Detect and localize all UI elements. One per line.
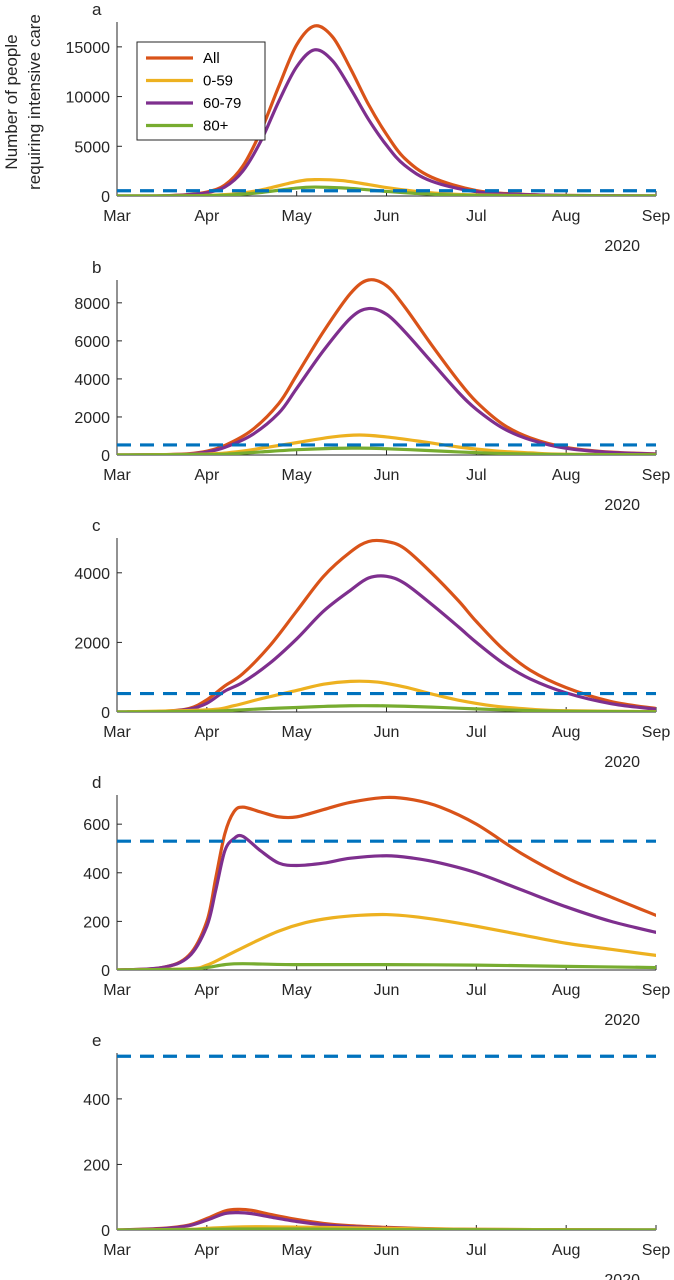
x-tick-label: Sep [642, 1242, 671, 1259]
y-tick-label: 0 [101, 448, 110, 465]
x-tick-label: Jun [374, 1242, 400, 1259]
x-tick-label: Aug [552, 467, 580, 484]
x-tick-label: Sep [642, 982, 671, 999]
x-tick-label: Apr [194, 1242, 220, 1259]
y-tick-label: 15000 [66, 40, 111, 57]
y-tick-label: 400 [83, 1092, 110, 1109]
x-tick-label: Aug [552, 208, 580, 225]
series-group [117, 278, 656, 455]
y-tick-label: 0 [101, 963, 110, 980]
x-year-label: 2020 [604, 238, 640, 255]
x-tick-label: May [282, 467, 312, 484]
series-group [117, 1207, 656, 1230]
x-tick-label: Mar [103, 1242, 131, 1259]
x-tick-label: Jun [374, 208, 400, 225]
series-line-80plus [117, 446, 656, 455]
series-group [117, 795, 656, 970]
x-tick-label: Jun [374, 982, 400, 999]
x-tick-label: Apr [194, 724, 220, 741]
x-tick-label: Sep [642, 208, 671, 225]
x-tick-label: Sep [642, 724, 671, 741]
y-tick-label: 2000 [74, 410, 110, 427]
x-tick-label: Apr [194, 208, 220, 225]
x-year-label: 2020 [604, 754, 640, 771]
series-line-80plus [117, 185, 656, 196]
x-tick-label: Jun [374, 467, 400, 484]
legend: All 0-59 60-79 80+ [136, 41, 266, 141]
series-line-All [117, 278, 656, 455]
x-tick-label: Mar [103, 467, 131, 484]
y-tick-label: 6000 [74, 334, 110, 351]
x-tick-label: Jul [466, 467, 486, 484]
x-tick-label: May [282, 208, 312, 225]
x-tick-label: Aug [552, 982, 580, 999]
x-tick-label: May [282, 982, 312, 999]
y-tick-label: 2000 [74, 635, 110, 652]
y-tick-label: 600 [83, 817, 110, 834]
x-tick-label: Mar [103, 982, 131, 999]
panel-label: c [92, 516, 101, 535]
y-tick-label: 200 [83, 914, 110, 931]
series-line-80plus [117, 962, 656, 970]
y-tick-label: 4000 [74, 372, 110, 389]
y-tick-label: 8000 [74, 296, 110, 313]
y-tick-label: 200 [83, 1157, 110, 1174]
panel-b: b 0 2000 4000 6000 8000 Mar Apr May Jun Jul Aug Sep2… [74, 258, 670, 514]
series-line-60-79 [117, 306, 656, 455]
x-tick-label: Apr [194, 982, 220, 999]
y-axis-label-line-2: requiring intensive care [25, 14, 44, 190]
y-tick-label: 0 [101, 189, 110, 206]
panel-label: d [92, 773, 101, 792]
y-tick-label: 5000 [74, 139, 110, 156]
panel-e: e 0 200 400 Mar Apr May Jun Jul Aug Sep 2020 [83, 1031, 670, 1280]
panel-label: b [92, 258, 101, 277]
x-tick-label: Jul [466, 1242, 486, 1259]
series-line-60-79 [117, 574, 656, 712]
x-tick-label: Jul [466, 724, 486, 741]
series-line-All [117, 538, 656, 712]
x-tick-label: Aug [552, 1242, 580, 1259]
legend-entry: All [203, 50, 220, 67]
panel-label: a [92, 0, 102, 19]
x-tick-label: Jun [374, 724, 400, 741]
y-tick-label: 0 [101, 705, 110, 722]
x-tick-label: May [282, 1242, 312, 1259]
x-year-label: 2020 [604, 1272, 640, 1280]
panel-label: e [92, 1031, 101, 1050]
series-line-0-59 [117, 912, 656, 970]
legend-entry: 60-79 [203, 95, 241, 112]
series-line-80plus [117, 1227, 656, 1230]
y-tick-label: 4000 [74, 566, 110, 583]
y-tick-label: 10000 [66, 90, 111, 107]
series-group [117, 538, 656, 712]
x-tick-label: Sep [642, 467, 671, 484]
x-tick-label: Apr [194, 467, 220, 484]
y-tick-label: 400 [83, 866, 110, 883]
series-line-80plus [117, 704, 656, 712]
y-tick-label: 0 [101, 1223, 110, 1240]
y-axis-label-line-1: Number of people [2, 34, 21, 169]
x-year-label: 2020 [604, 497, 640, 514]
x-tick-label: Jul [466, 208, 486, 225]
x-year-label: 2020 [604, 1012, 640, 1029]
legend-entry: 0-59 [203, 73, 233, 90]
legend-entry: 80+ [203, 118, 229, 135]
x-tick-label: Mar [103, 724, 131, 741]
x-tick-label: May [282, 724, 312, 741]
x-tick-label: Jul [466, 982, 486, 999]
series-line-60-79 [117, 833, 656, 970]
x-tick-label: Mar [103, 208, 131, 225]
x-tick-label: Aug [552, 724, 580, 741]
panel-a: a 0 5000 10000 15000 Mar Apr May Jun Jul Aug Sep202… [66, 0, 671, 255]
